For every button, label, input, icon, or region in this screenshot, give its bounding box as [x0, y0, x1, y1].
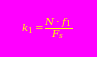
Text: $k_1 = \dfrac{N \cdot f_1}{F_s}$: $k_1 = \dfrac{N \cdot f_1}{F_s}$	[21, 16, 72, 41]
